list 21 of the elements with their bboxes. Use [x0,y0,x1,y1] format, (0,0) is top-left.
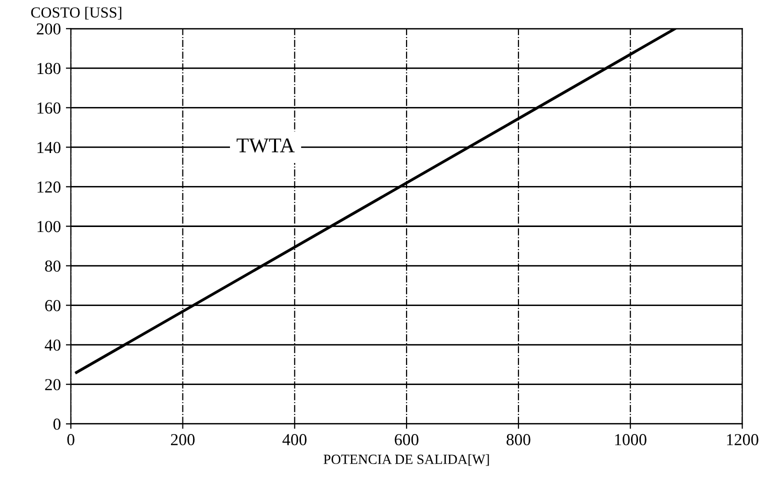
x-tick-label: 200 [170,434,195,446]
y-tick-label: 0 [53,418,60,430]
x-tick-label: 1200 [727,434,758,446]
text: TWTA [236,138,295,153]
y-tick-label: 60 [45,300,60,312]
y-tick-label: 80 [45,260,60,272]
y-tick-label: 120 [38,181,60,193]
y-tick-label: 180 [38,62,60,74]
x-tick-label: 400 [282,434,307,446]
x-tick-label: 1000 [615,434,646,446]
y-axis-title: COSTO [USS] [31,6,122,20]
y-tick-label: 100 [38,220,60,232]
y-tick-label: 200 [36,23,60,35]
x-tick-label: 600 [394,434,418,446]
y-tick-label: 20 [45,379,60,390]
x-tick-label: 800 [506,434,530,446]
x-tick-label: 0 [67,434,74,446]
x-axis-title: POTENCIA DE SALIDA[W] [324,454,489,466]
y-tick-label: 140 [38,142,60,154]
y-tick-label: 160 [38,102,60,114]
y-tick-label: 40 [44,340,60,351]
